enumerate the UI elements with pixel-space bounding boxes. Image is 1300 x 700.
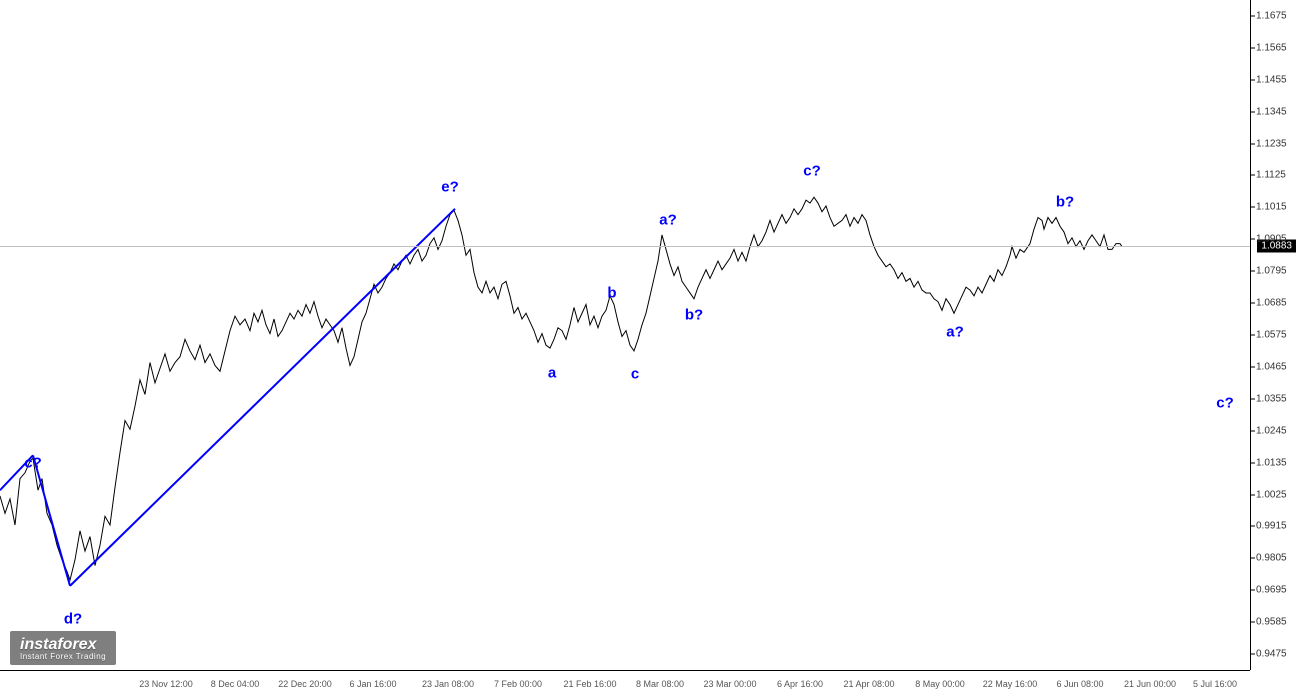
y-tick-label: 1.1675 <box>1256 10 1287 21</box>
wave-label: d? <box>64 611 82 628</box>
wave-label: c? <box>24 454 42 471</box>
watermark-logo: instaforex Instant Forex Trading <box>10 631 116 665</box>
y-tick-label: 0.9915 <box>1256 521 1287 532</box>
y-tick-label: 1.0465 <box>1256 361 1287 372</box>
x-tick-label: 8 Mar 08:00 <box>636 679 684 689</box>
wave-label: b? <box>685 306 703 323</box>
x-tick-label: 21 Apr 08:00 <box>843 679 894 689</box>
wave-label: a? <box>946 324 964 341</box>
chart-svg <box>0 0 1250 670</box>
wave-label: b <box>607 284 616 301</box>
y-tick-label: 1.0905 <box>1256 234 1287 245</box>
y-axis: 1.0883 1.16751.15651.14551.13451.12351.1… <box>1250 0 1300 670</box>
x-tick-label: 8 Dec 04:00 <box>211 679 260 689</box>
x-tick-label: 22 May 16:00 <box>983 679 1038 689</box>
y-tick-label: 1.1015 <box>1256 202 1287 213</box>
y-tick-label: 1.1345 <box>1256 106 1287 117</box>
wave-label: e? <box>441 179 459 196</box>
x-tick-label: 22 Dec 20:00 <box>278 679 332 689</box>
x-tick-label: 6 Apr 16:00 <box>777 679 823 689</box>
y-tick-label: 1.0025 <box>1256 489 1287 500</box>
y-tick-label: 0.9805 <box>1256 553 1287 564</box>
y-tick-label: 1.0355 <box>1256 393 1287 404</box>
y-tick-label: 1.0135 <box>1256 457 1287 468</box>
y-tick-label: 0.9695 <box>1256 585 1287 596</box>
wave-label: a? <box>659 212 677 229</box>
wave-label: c? <box>803 163 821 180</box>
wave-label: c? <box>1216 395 1234 412</box>
x-tick-label: 23 Mar 00:00 <box>703 679 756 689</box>
y-tick-label: 1.1455 <box>1256 74 1287 85</box>
x-tick-label: 6 Jun 08:00 <box>1056 679 1103 689</box>
wave-label: b? <box>1056 193 1074 210</box>
wave-label: c <box>631 366 639 383</box>
x-tick-label: 8 May 00:00 <box>915 679 965 689</box>
x-tick-label: 23 Jan 08:00 <box>422 679 474 689</box>
y-tick-label: 1.0245 <box>1256 425 1287 436</box>
watermark-main: instaforex <box>20 636 96 653</box>
wave-label: a <box>548 364 556 381</box>
x-axis: 23 Nov 12:00 8 Dec 04:00 22 Dec 20:00 6 Jan… <box>0 670 1250 700</box>
y-tick-label: 1.1235 <box>1256 138 1287 149</box>
x-tick-label: 7 Feb 00:00 <box>494 679 542 689</box>
chart-area: c? d? e? a b c a? b? c? a? b? c? <box>0 0 1250 670</box>
y-tick-label: 0.9585 <box>1256 617 1287 628</box>
x-tick-label: 5 Jul 16:00 <box>1193 679 1237 689</box>
current-price-line <box>0 246 1250 247</box>
x-tick-label: 6 Jan 16:00 <box>349 679 396 689</box>
y-tick-label: 0.9475 <box>1256 649 1287 660</box>
y-tick-label: 1.1565 <box>1256 42 1287 53</box>
y-tick-label: 1.0795 <box>1256 266 1287 277</box>
y-tick-label: 1.0575 <box>1256 330 1287 341</box>
y-tick-label: 1.0685 <box>1256 298 1287 309</box>
y-tick-label: 1.1125 <box>1256 170 1286 181</box>
x-tick-label: 21 Feb 16:00 <box>563 679 616 689</box>
x-tick-label: 23 Nov 12:00 <box>139 679 193 689</box>
watermark-sub: Instant Forex Trading <box>20 653 106 661</box>
x-tick-label: 21 Jun 00:00 <box>1124 679 1176 689</box>
